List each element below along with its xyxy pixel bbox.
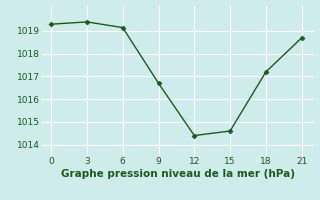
- X-axis label: Graphe pression niveau de la mer (hPa): Graphe pression niveau de la mer (hPa): [60, 169, 295, 179]
